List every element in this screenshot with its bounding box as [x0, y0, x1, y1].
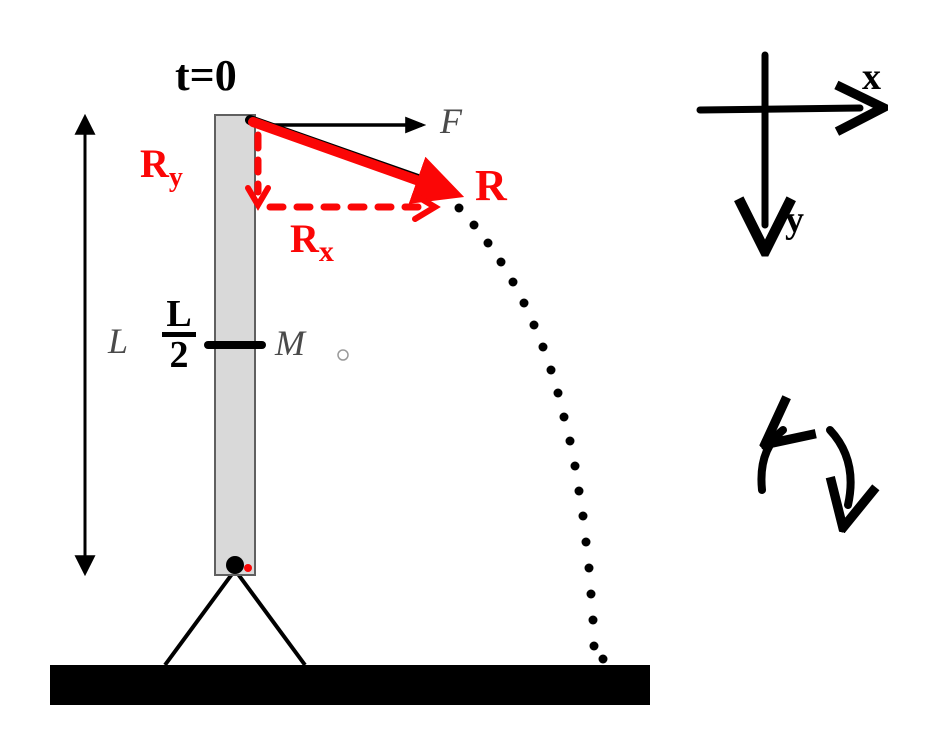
support-frame [165, 570, 305, 665]
small-circle [338, 350, 348, 360]
pivot [226, 556, 244, 574]
axis-x-label: x [862, 55, 881, 99]
mass-label: M [275, 322, 305, 364]
length-label: L [108, 320, 128, 362]
trajectory-dots [455, 204, 608, 664]
ry-label: Ry [140, 140, 183, 194]
coordinate-axes [700, 55, 860, 225]
rx-main: R [290, 216, 319, 261]
pivot-red-dot [244, 564, 252, 572]
half-length-label: L 2 [162, 298, 196, 372]
reaction-arrow [253, 122, 450, 192]
ry-main: R [140, 141, 169, 186]
reaction-label: R [475, 160, 507, 211]
rotation-indicator [761, 430, 850, 505]
ground-bar [50, 665, 650, 705]
rx-label: Rx [290, 215, 334, 269]
half-length-top: L [162, 298, 196, 330]
rx-sub: x [319, 235, 334, 268]
ry-sub: y [169, 162, 183, 193]
axis-y-label: y [785, 198, 804, 242]
force-label: F [440, 100, 462, 142]
half-length-bottom: 2 [162, 339, 196, 371]
time-label: t=0 [175, 50, 237, 101]
